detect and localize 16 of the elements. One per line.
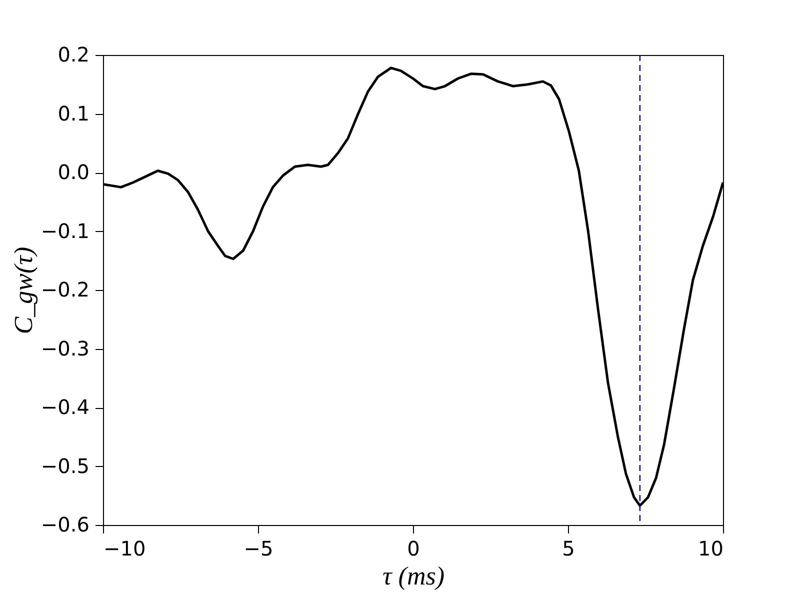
y-tick-label: −0.4	[40, 395, 90, 419]
y-tick-label: −0.3	[40, 336, 90, 360]
y-tick-label: −0.1	[40, 218, 90, 243]
x-tick-label: 10	[698, 536, 724, 560]
y-tick-label: −0.2	[40, 278, 90, 302]
y-axis-title: C_gw(τ)	[8, 246, 38, 334]
y-tick-label: −0.5	[40, 454, 90, 478]
x-tick-label: 0	[407, 536, 420, 560]
y-tick-label: 0.1	[58, 101, 90, 126]
y-tick-label: 0.2	[58, 42, 90, 66]
x-axis-title: τ (ms)	[382, 562, 445, 590]
x-tick-label: −5	[244, 536, 274, 560]
y-tick-label: −0.6	[40, 512, 90, 536]
x-tick-label: 5	[562, 536, 575, 560]
x-tick-label: −10	[104, 536, 146, 560]
y-tick-label: 0.0	[58, 160, 90, 184]
